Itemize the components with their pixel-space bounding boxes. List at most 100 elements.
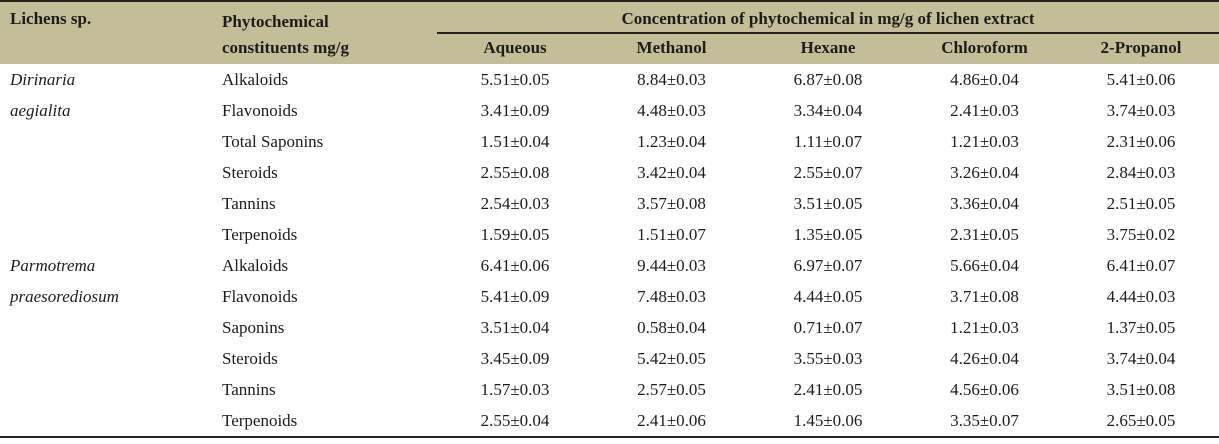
value-cell: 3.74±0.03 — [1063, 95, 1219, 126]
species-name-line2: praesorediosum — [10, 287, 119, 306]
constituent-cell: Steroids — [212, 343, 437, 374]
table-header: Lichens sp. Phytochemical constituents m… — [0, 1, 1219, 64]
value-cell: 3.51±0.04 — [437, 312, 593, 343]
value-cell: 3.35±0.07 — [906, 405, 1063, 437]
species-name-line1: Dirinaria — [10, 70, 76, 89]
value-cell: 4.56±0.06 — [906, 374, 1063, 405]
value-cell: 1.51±0.04 — [437, 126, 593, 157]
header-row-solvents: Aqueous Methanol Hexane Chloroform 2-Pro… — [0, 33, 1219, 64]
table-row: Steroids 3.45±0.09 5.42±0.05 3.55±0.03 4… — [0, 343, 1219, 374]
col-header-chloroform: Chloroform — [906, 33, 1063, 64]
col-header-methanol: Methanol — [593, 33, 750, 64]
constituent-cell: Saponins — [212, 312, 437, 343]
value-cell: 2.51±0.05 — [1063, 188, 1219, 219]
value-cell: 5.42±0.05 — [593, 343, 750, 374]
table-row: Terpenoids 2.55±0.04 2.41±0.06 1.45±0.06… — [0, 405, 1219, 437]
value-cell: 3.55±0.03 — [750, 343, 906, 374]
value-cell: 2.31±0.06 — [1063, 126, 1219, 157]
value-cell: 3.74±0.04 — [1063, 343, 1219, 374]
constituent-cell: Flavonoids — [212, 281, 437, 312]
value-cell: 5.41±0.06 — [1063, 64, 1219, 95]
species-cell-parmotrema-praesorediosum: Parmotrema praesorediosum — [0, 250, 212, 437]
col-header-aqueous: Aqueous — [437, 33, 593, 64]
table-row: Dirinaria aegialita Alkaloids 5.51±0.05 … — [0, 64, 1219, 250]
value-cell: 2.57±0.05 — [593, 374, 750, 405]
value-cell: 1.21±0.03 — [906, 312, 1063, 343]
value-cell: 3.51±0.05 — [750, 188, 906, 219]
value-cell: 0.58±0.04 — [593, 312, 750, 343]
value-cell: 4.44±0.05 — [750, 281, 906, 312]
species-name-line1: Parmotrema — [10, 256, 96, 275]
species-name-line2: aegialita — [10, 101, 71, 120]
value-cell: 1.35±0.05 — [750, 219, 906, 250]
value-cell: 3.71±0.08 — [906, 281, 1063, 312]
value-cell: 7.48±0.03 — [593, 281, 750, 312]
value-cell: 9.44±0.03 — [593, 250, 750, 281]
table-row: Flavonoids 3.41±0.09 4.48±0.03 3.34±0.04… — [0, 95, 1219, 126]
col-header-hexane: Hexane — [750, 33, 906, 64]
value-cell: 4.26±0.04 — [906, 343, 1063, 374]
table-row: Parmotrema praesorediosum Alkaloids 6.41… — [0, 250, 1219, 437]
value-cell: 0.71±0.07 — [750, 312, 906, 343]
value-cell: 3.34±0.04 — [750, 95, 906, 126]
table-row: Terpenoids 1.59±0.05 1.51±0.07 1.35±0.05… — [0, 219, 1219, 250]
value-cell: 2.55±0.07 — [750, 157, 906, 188]
phyto-header-line2: constituents mg/g — [222, 38, 350, 57]
value-cell: 1.23±0.04 — [593, 126, 750, 157]
species-cell-dirinaria-aegialita: Dirinaria aegialita — [0, 64, 212, 250]
value-cell: 8.84±0.03 — [593, 64, 750, 95]
value-cell: 3.42±0.04 — [593, 157, 750, 188]
value-cell: 6.97±0.07 — [750, 250, 906, 281]
col-header-lichens-sp: Lichens sp. — [0, 1, 212, 64]
value-cell: 2.55±0.08 — [437, 157, 593, 188]
table-body: Dirinaria aegialita Alkaloids 5.51±0.05 … — [0, 64, 1219, 437]
value-cell: 4.86±0.04 — [906, 64, 1063, 95]
table-row: Flavonoids 5.41±0.09 7.48±0.03 4.44±0.05… — [0, 281, 1219, 312]
table-row: Tannins 2.54±0.03 3.57±0.08 3.51±0.05 3.… — [0, 188, 1219, 219]
value-cell: 3.36±0.04 — [906, 188, 1063, 219]
table-row: Total Saponins 1.51±0.04 1.23±0.04 1.11±… — [0, 126, 1219, 157]
value-cell: 4.44±0.03 — [1063, 281, 1219, 312]
constituent-cell: Flavonoids — [212, 95, 437, 126]
value-cell: 1.37±0.05 — [1063, 312, 1219, 343]
constituent-cell: Total Saponins — [212, 126, 437, 157]
value-cell: 6.41±0.07 — [1063, 250, 1219, 281]
value-cell: 3.51±0.08 — [1063, 374, 1219, 405]
constituent-cell: Alkaloids — [212, 64, 437, 95]
col-header-2-propanol: 2-Propanol — [1063, 33, 1219, 64]
value-cell: 1.21±0.03 — [906, 126, 1063, 157]
value-cell: 3.41±0.09 — [437, 95, 593, 126]
table-row: Saponins 3.51±0.04 0.58±0.04 0.71±0.07 1… — [0, 312, 1219, 343]
value-cell: 1.59±0.05 — [437, 219, 593, 250]
table-row: Tannins 1.57±0.03 2.57±0.05 2.41±0.05 4.… — [0, 374, 1219, 405]
value-cell: 2.54±0.03 — [437, 188, 593, 219]
constituent-cell: Tannins — [212, 374, 437, 405]
value-cell: 3.45±0.09 — [437, 343, 593, 374]
value-cell: 5.66±0.04 — [906, 250, 1063, 281]
value-cell: 1.57±0.03 — [437, 374, 593, 405]
value-cell: 2.84±0.03 — [1063, 157, 1219, 188]
value-cell: 2.55±0.04 — [437, 405, 593, 437]
value-cell: 3.75±0.02 — [1063, 219, 1219, 250]
value-cell: 3.57±0.08 — [593, 188, 750, 219]
table-row: Steroids 2.55±0.08 3.42±0.04 2.55±0.07 3… — [0, 157, 1219, 188]
value-cell: 1.45±0.06 — [750, 405, 906, 437]
phyto-header-line1: Phytochemical — [222, 12, 329, 31]
value-cell: 3.26±0.04 — [906, 157, 1063, 188]
value-cell: 4.48±0.03 — [593, 95, 750, 126]
header-row-top: Lichens sp. Phytochemical constituents m… — [0, 1, 1219, 64]
value-cell: 2.41±0.03 — [906, 95, 1063, 126]
value-cell: 6.87±0.08 — [750, 64, 906, 95]
constituent-cell: Tannins — [212, 188, 437, 219]
col-header-phytochemical-constituents: Phytochemical constituents mg/g — [212, 1, 437, 64]
constituent-cell: Terpenoids — [212, 219, 437, 250]
constituent-cell: Alkaloids — [212, 250, 437, 281]
constituent-cell: Terpenoids — [212, 405, 437, 437]
value-cell: 1.11±0.07 — [750, 126, 906, 157]
value-cell: 2.41±0.06 — [593, 405, 750, 437]
value-cell: 6.41±0.06 — [437, 250, 593, 281]
value-cell: 5.41±0.09 — [437, 281, 593, 312]
value-cell: 2.31±0.05 — [906, 219, 1063, 250]
value-cell: 2.65±0.05 — [1063, 405, 1219, 437]
